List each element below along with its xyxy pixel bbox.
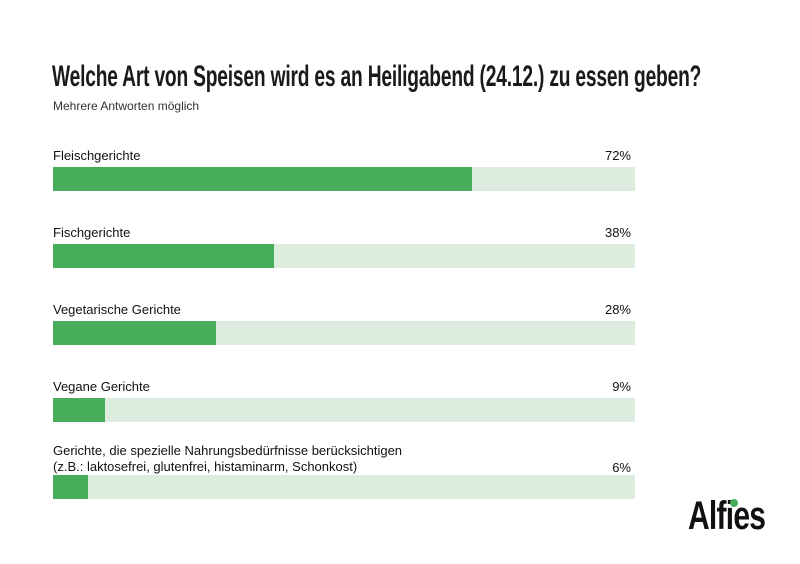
- category-label: Fischgerichte: [53, 225, 131, 240]
- value-label: 6%: [612, 460, 631, 475]
- bar: [53, 244, 275, 268]
- alfies-logo: Alfies: [688, 494, 766, 538]
- bar: [53, 167, 473, 191]
- bar: [53, 398, 106, 422]
- category-label: Gerichte, die spezielle Nahrungsbedürfni…: [53, 443, 403, 474]
- value-label: 28%: [604, 302, 631, 317]
- bar-row: Vegane Gerichte 9%: [53, 368, 635, 422]
- bar-row: Fleischgerichte 72%: [53, 137, 635, 191]
- bar-row: Gerichte, die spezielle Nahrungsbedürfni…: [53, 443, 635, 499]
- bar-row: Vegetarische Gerichte 28%: [53, 291, 635, 345]
- bar-track: [53, 167, 635, 191]
- bar: [53, 475, 88, 499]
- value-label: 9%: [612, 379, 631, 394]
- category-label: Fleischgerichte: [53, 148, 141, 163]
- bar-track: [53, 398, 635, 422]
- value-label: 72%: [604, 148, 631, 163]
- chart-title: Welche Art von Speisen wird es an Heilig…: [52, 60, 702, 93]
- value-label: 38%: [604, 225, 631, 240]
- bar-track: [53, 475, 635, 499]
- bar-row: Fischgerichte 38%: [53, 214, 635, 268]
- bar: [53, 321, 216, 345]
- logo-dot-icon: [730, 499, 738, 507]
- category-label: Vegetarische Gerichte: [53, 302, 181, 317]
- bar-track: [53, 244, 635, 268]
- chart-subtitle: Mehrere Antworten möglich: [53, 99, 200, 113]
- category-label: Vegane Gerichte: [53, 379, 150, 394]
- bar-track: [53, 321, 635, 345]
